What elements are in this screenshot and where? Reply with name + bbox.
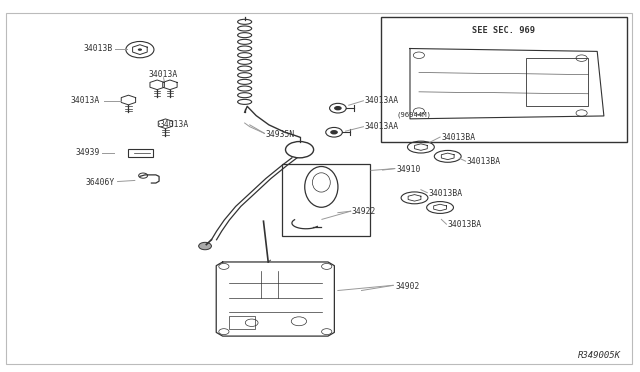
Text: 34902: 34902 — [396, 282, 420, 291]
Text: 36406Y: 36406Y — [85, 178, 115, 187]
Text: 34013AA: 34013AA — [365, 96, 399, 105]
Text: SEE SEC. 969: SEE SEC. 969 — [472, 26, 535, 35]
Text: 34013BA: 34013BA — [442, 133, 476, 142]
Bar — [229, 316, 255, 329]
Text: 34939: 34939 — [76, 148, 100, 157]
Bar — [282, 164, 370, 236]
Text: 34922: 34922 — [352, 208, 376, 217]
Text: 34013A: 34013A — [149, 70, 178, 79]
Circle shape — [334, 106, 342, 110]
Bar — [129, 148, 153, 157]
Text: 34013A: 34013A — [70, 96, 100, 105]
Text: 34013B: 34013B — [83, 44, 113, 53]
Text: 34910: 34910 — [397, 165, 421, 174]
Circle shape — [330, 130, 338, 135]
Text: 34013BA: 34013BA — [448, 221, 482, 230]
Circle shape — [198, 242, 211, 250]
Text: 34935N: 34935N — [266, 129, 295, 139]
Circle shape — [138, 48, 142, 51]
Text: 34013BA: 34013BA — [429, 189, 463, 198]
Text: 34013BA: 34013BA — [467, 157, 501, 166]
Bar — [381, 17, 627, 141]
Text: (96944M): (96944M) — [397, 112, 431, 118]
Text: R349005K: R349005K — [579, 351, 621, 360]
Text: 34013AA: 34013AA — [365, 122, 399, 131]
Text: 34013A: 34013A — [159, 121, 188, 129]
Bar — [526, 58, 588, 106]
